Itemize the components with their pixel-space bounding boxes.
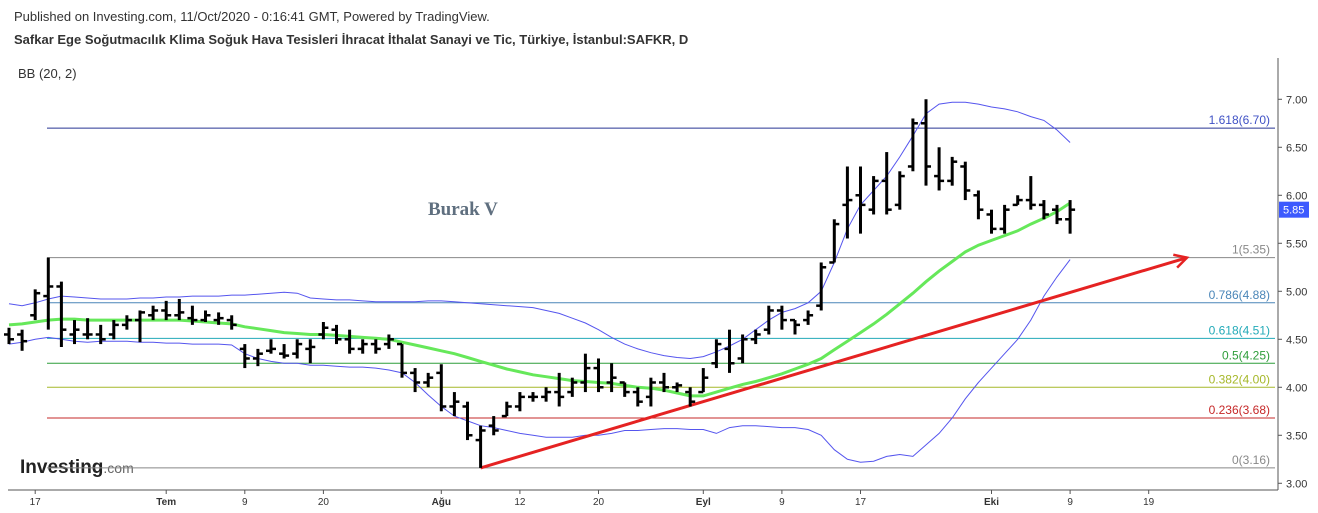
- x-tick-label: 12: [514, 497, 526, 508]
- x-tick-label: 20: [593, 497, 605, 508]
- published-line: Published on Investing.com, 11/Oct/2020 …: [14, 9, 490, 24]
- y-tick-label: 4.50: [1286, 334, 1307, 346]
- x-tick-label: 9: [1067, 497, 1073, 508]
- trend-arrowhead: [1173, 253, 1190, 269]
- x-tick-label: Eki: [984, 497, 999, 508]
- bb-lower: [8, 259, 1071, 463]
- fib-label: 1(5.35): [1232, 243, 1270, 257]
- x-tick-label: 9: [779, 497, 785, 508]
- x-tick-label: Ağu: [432, 497, 451, 508]
- chart-title: Safkar Ege Soğutmacılık Klima Soğuk Hava…: [14, 32, 688, 47]
- y-tick-label: 6.00: [1286, 190, 1307, 202]
- fib-label: 1.618(6.70): [1209, 113, 1270, 127]
- x-tick-label: 17: [30, 497, 42, 508]
- y-tick-label: 5.00: [1286, 286, 1307, 298]
- last-price-box: [1279, 201, 1309, 218]
- y-tick-label: 5.50: [1286, 238, 1307, 250]
- y-tick-label: 4.00: [1286, 382, 1307, 394]
- x-tick-label: 17: [855, 497, 867, 508]
- last-price-label: 5.85: [1283, 205, 1304, 217]
- x-tick-label: 19: [1143, 497, 1155, 508]
- y-tick-label: 3.00: [1286, 478, 1307, 490]
- bb-upper: [8, 101, 1071, 360]
- x-tick-label: Tem: [156, 497, 176, 508]
- fib-label: 0.618(4.51): [1209, 323, 1270, 337]
- indicator-label: BB (20, 2): [18, 66, 77, 81]
- x-tick-label: Eyl: [696, 497, 711, 508]
- fib-label: 0.5(4.25): [1222, 348, 1270, 362]
- x-tick-label: 20: [318, 497, 330, 508]
- fib-label: 0.786(4.88): [1209, 288, 1270, 302]
- annotation: Burak V: [428, 199, 498, 220]
- x-tick-label: 9: [242, 497, 248, 508]
- trendline: [480, 256, 1188, 470]
- fib-label: 0.382(4.00): [1209, 372, 1270, 386]
- bb-middle: [8, 201, 1071, 398]
- y-tick-label: 7.00: [1286, 94, 1307, 106]
- fib-label: 0.236(3.68): [1209, 403, 1270, 417]
- y-tick-label: 3.50: [1286, 430, 1307, 442]
- y-tick-label: 6.50: [1286, 142, 1307, 154]
- fib-label: 0(3.16): [1232, 453, 1270, 467]
